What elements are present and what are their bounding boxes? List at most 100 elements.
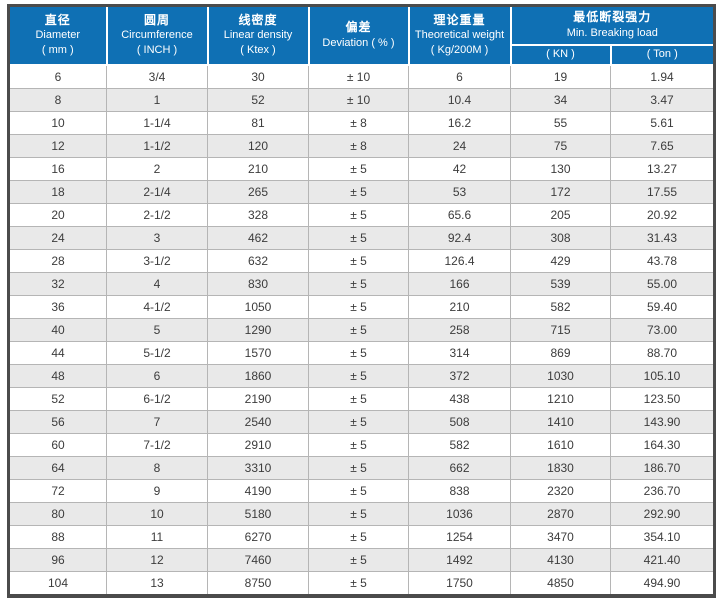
table-cell: 164.30	[609, 433, 716, 457]
table-cell: 1860	[207, 364, 309, 388]
table-cell: 143.90	[609, 410, 716, 434]
table-cell: 1750	[408, 571, 511, 597]
table-cell: 438	[408, 387, 511, 411]
table-row: 52 6-1/2 2190 ± 5 438 1210 123.50	[8, 387, 716, 411]
table-cell: 28	[8, 249, 107, 273]
table-cell: 7.65	[609, 134, 716, 158]
table-cell: 2540	[207, 410, 309, 434]
table-row: 40 5 1290 ± 5 258 715 73.00	[8, 318, 716, 342]
table-cell: ± 5	[308, 433, 409, 457]
table-cell: 205	[510, 203, 611, 227]
table-cell: 3	[106, 226, 208, 250]
table-cell: 6	[8, 64, 107, 89]
table-cell: 73.00	[609, 318, 716, 342]
table-cell: 5.61	[609, 111, 716, 135]
table-cell: 166	[408, 272, 511, 296]
table-cell: 92.4	[408, 226, 511, 250]
table-cell: ± 5	[308, 341, 409, 365]
table-cell: 13.27	[609, 157, 716, 181]
table-cell: 130	[510, 157, 611, 181]
table-cell: ± 5	[308, 387, 409, 411]
table-cell: 10.4	[408, 88, 511, 112]
table-row: 48 6 1860 ± 5 372 1030 105.10	[8, 364, 716, 388]
table-row: 60 7-1/2 2910 ± 5 582 1610 164.30	[8, 433, 716, 457]
table-cell: 4850	[510, 571, 611, 597]
table-row: 36 4-1/2 1050 ± 5 210 582 59.40	[8, 295, 716, 319]
table-cell: 1036	[408, 502, 511, 526]
table-cell: 7460	[207, 548, 309, 572]
table-cell: 40	[8, 318, 107, 342]
table-cell: ± 8	[308, 111, 409, 135]
table-cell: 8	[106, 456, 208, 480]
table-cell: 1830	[510, 456, 611, 480]
table-cell: 24	[8, 226, 107, 250]
table-cell: 308	[510, 226, 611, 250]
table-cell: 6-1/2	[106, 387, 208, 411]
table-cell: 210	[207, 157, 309, 181]
col-header-circumference-zh: 圆周	[143, 12, 170, 27]
col-header-theoretical-weight-unit: ( Kg/200M )	[430, 43, 489, 56]
table-cell: 258	[408, 318, 511, 342]
table-cell: ± 5	[308, 249, 409, 273]
table-cell: 123.50	[609, 387, 716, 411]
table-row: 72 9 4190 ± 5 838 2320 236.70	[8, 479, 716, 503]
table-cell: 1050	[207, 295, 309, 319]
table-cell: 5180	[207, 502, 309, 526]
table-cell: ± 10	[308, 88, 409, 112]
table-cell: 1254	[408, 525, 511, 549]
table-cell: 354.10	[609, 525, 716, 549]
table-cell: ± 5	[308, 548, 409, 572]
table-cell: 328	[207, 203, 309, 227]
table-cell: ± 5	[308, 456, 409, 480]
table-cell: 292.90	[609, 502, 716, 526]
table-cell: 838	[408, 479, 511, 503]
table-cell: 265	[207, 180, 309, 204]
table-cell: 830	[207, 272, 309, 296]
table-cell: 1.94	[609, 64, 716, 89]
table-cell: 2910	[207, 433, 309, 457]
table-cell: 314	[408, 341, 511, 365]
table-header: 直径 Diameter ( mm ) 圆周 Circumference ( IN…	[7, 4, 716, 66]
table-cell: ± 5	[308, 226, 409, 250]
col-header-kn: ( KN )	[509, 44, 612, 66]
table-cell: 55	[510, 111, 611, 135]
table-cell: 8	[8, 88, 107, 112]
table-cell: ± 5	[308, 571, 409, 597]
table-cell: 32	[8, 272, 107, 296]
table-cell: 11	[106, 525, 208, 549]
table-cell: 3/4	[106, 64, 208, 89]
table-row: 104 13 8750 ± 5 1750 4850 494.90	[8, 571, 716, 597]
table-row: 88 11 6270 ± 5 1254 3470 354.10	[8, 525, 716, 549]
table-cell: 72	[8, 479, 107, 503]
table-cell: 88.70	[609, 341, 716, 365]
col-header-linear-density: 线密度 Linear density ( Ktex )	[206, 4, 310, 66]
table-cell: 53	[408, 180, 511, 204]
table-cell: ± 5	[308, 410, 409, 434]
table-cell: 120	[207, 134, 309, 158]
table-cell: ± 5	[308, 203, 409, 227]
table-cell: 56	[8, 410, 107, 434]
table-cell: 105.10	[609, 364, 716, 388]
table-cell: 104	[8, 571, 107, 597]
table-cell: 24	[408, 134, 511, 158]
table-cell: 16	[8, 157, 107, 181]
col-header-diameter-en: Diameter	[35, 29, 81, 42]
table-cell: 52	[8, 387, 107, 411]
table-cell: 2320	[510, 479, 611, 503]
table-cell: 869	[510, 341, 611, 365]
rope-spec-table: 直径 Diameter ( mm ) 圆周 Circumference ( IN…	[7, 4, 717, 598]
table-row: 96 12 7460 ± 5 1492 4130 421.40	[8, 548, 716, 572]
col-header-deviation: 偏差 Deviation ( % )	[307, 4, 410, 66]
table-cell: 632	[207, 249, 309, 273]
table-cell: ± 5	[308, 157, 409, 181]
table-cell: 60	[8, 433, 107, 457]
table-cell: 30	[207, 64, 309, 89]
table-cell: 34	[510, 88, 611, 112]
table-cell: 19	[510, 64, 611, 89]
table-row: 18 2-1/4 265 ± 5 53 172 17.55	[8, 180, 716, 204]
table-cell: 20	[8, 203, 107, 227]
col-header-diameter-zh: 直径	[44, 12, 71, 27]
col-header-circumference-en: Circumference	[121, 29, 193, 42]
table-cell: 2190	[207, 387, 309, 411]
